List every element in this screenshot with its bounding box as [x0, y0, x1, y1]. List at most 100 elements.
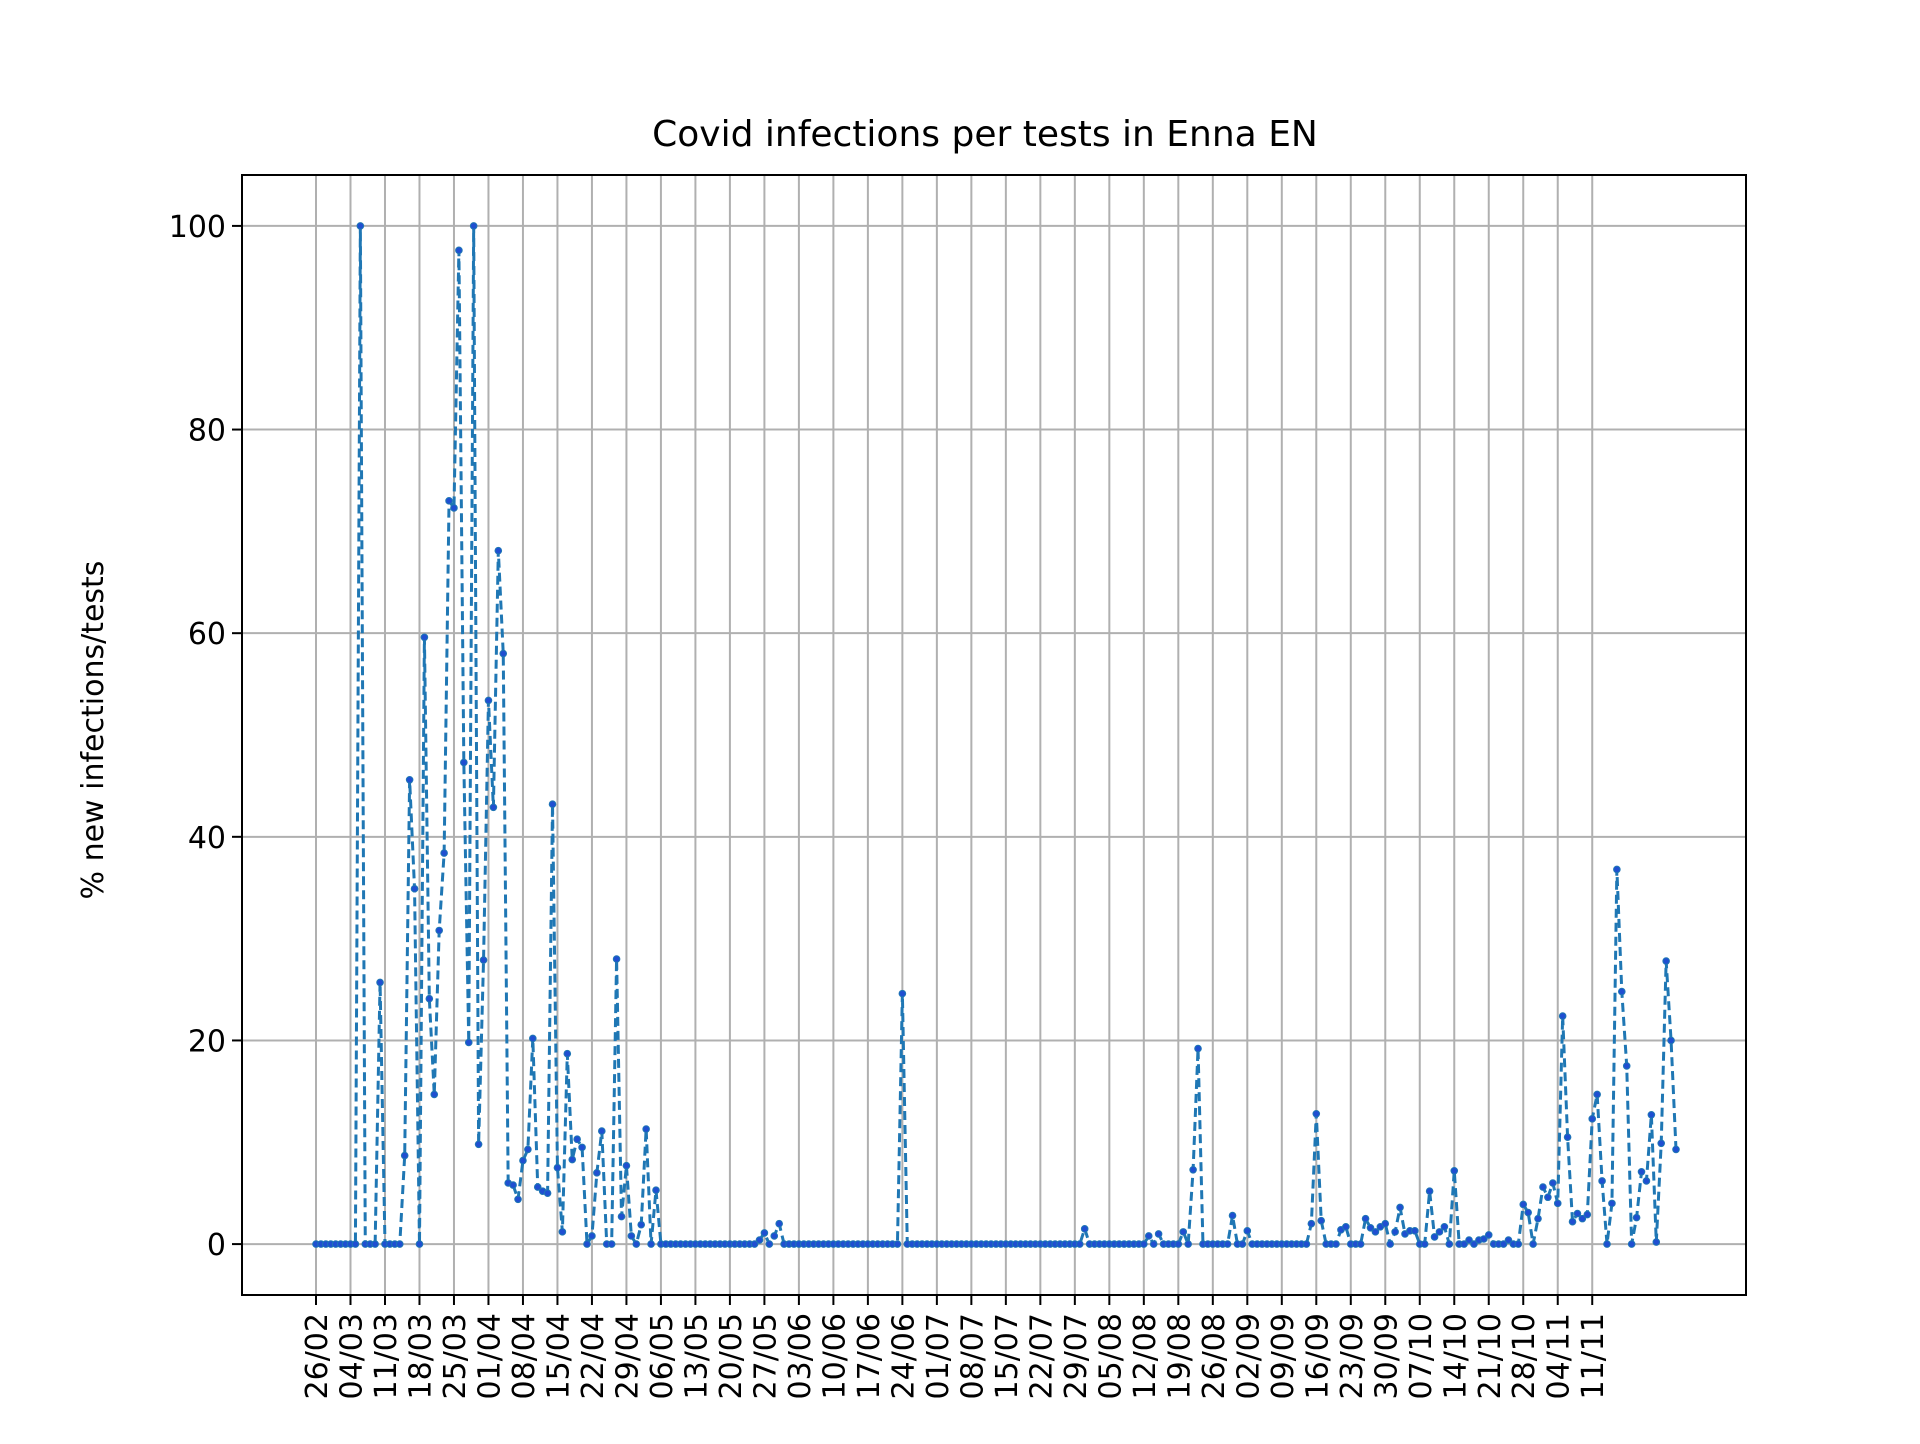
data-point: [533, 1183, 542, 1191]
y-tick-label: 20: [188, 1024, 226, 1059]
x-tick-label: 13/05: [679, 1313, 714, 1399]
data-point: [1563, 1133, 1572, 1141]
data-point: [1558, 1012, 1567, 1020]
data-point: [1627, 1240, 1636, 1248]
data-point: [1396, 1203, 1404, 1212]
data-point: [1553, 1199, 1562, 1208]
data-point: [1460, 1240, 1468, 1248]
data-point: [583, 1240, 591, 1248]
data-point: [509, 1181, 517, 1189]
x-tick-label: 27/05: [748, 1313, 783, 1399]
data-point: [1144, 1232, 1153, 1240]
data-point: [1302, 1240, 1311, 1248]
data-point: [1598, 1177, 1606, 1185]
data-point: [1672, 1145, 1680, 1154]
data-point: [1307, 1219, 1316, 1228]
x-tick-label: 23/09: [1335, 1313, 1370, 1399]
x-tick-label: 29/07: [1059, 1313, 1094, 1399]
data-point: [1140, 1240, 1148, 1248]
data-point: [1445, 1240, 1454, 1248]
data-point: [652, 1186, 660, 1194]
data-point: [356, 222, 365, 230]
data-point: [1450, 1166, 1459, 1175]
y-tick-label: 0: [207, 1228, 226, 1263]
data-point: [1637, 1168, 1646, 1176]
data-point: [1480, 1235, 1488, 1243]
data-point: [1514, 1240, 1523, 1248]
data-point: [351, 1240, 360, 1248]
x-tick-label: 24/06: [886, 1313, 921, 1399]
x-tick-label: 22/07: [1024, 1313, 1059, 1399]
data-point: [553, 1163, 562, 1172]
data-point: [494, 546, 503, 555]
chart-title: Covid infections per tests in Enna EN: [652, 114, 1318, 155]
data-point: [440, 849, 448, 857]
data-point: [1440, 1222, 1449, 1231]
data-point: [1075, 1240, 1084, 1248]
data-point: [479, 956, 488, 964]
data-point: [1568, 1217, 1577, 1226]
data-point: [371, 1240, 379, 1248]
data-point: [1593, 1090, 1601, 1099]
data-point: [1435, 1228, 1444, 1236]
data-point: [1484, 1231, 1493, 1239]
x-tick-label: 10/06: [817, 1313, 852, 1399]
data-point: [1608, 1199, 1616, 1208]
x-tick-label: 11/11: [1576, 1313, 1611, 1399]
y-tick-label: 40: [188, 821, 226, 856]
y-tick-label: 60: [188, 617, 226, 652]
data-point: [770, 1232, 779, 1240]
data-point: [750, 1240, 759, 1248]
data-point: [1539, 1183, 1547, 1191]
x-tick-label: 22/04: [576, 1313, 611, 1399]
plot-frame: [241, 174, 1747, 1296]
x-tick-label: 15/04: [541, 1313, 576, 1399]
data-point: [593, 1169, 601, 1177]
x-tick-label: 11/03: [369, 1313, 404, 1399]
x-tick-label: 20/05: [714, 1313, 749, 1399]
data-point: [622, 1161, 631, 1170]
data-point: [450, 504, 458, 512]
data-point: [597, 1127, 606, 1135]
data-point: [1499, 1240, 1508, 1248]
data-point: [1080, 1225, 1089, 1233]
data-point: [420, 633, 429, 642]
data-point: [632, 1240, 641, 1248]
data-point: [435, 926, 443, 935]
x-tick-label: 25/03: [438, 1313, 473, 1399]
data-point: [1342, 1222, 1350, 1231]
data-point: [760, 1229, 769, 1237]
data-point: [612, 955, 621, 963]
x-tick-label: 17/06: [852, 1313, 887, 1399]
data-point: [1534, 1214, 1542, 1223]
data-point: [543, 1189, 552, 1197]
data-point: [489, 803, 498, 812]
data-point: [1154, 1230, 1163, 1238]
x-tick-label: 01/04: [472, 1313, 507, 1399]
data-point: [1583, 1210, 1592, 1219]
x-tick-label: 09/09: [1266, 1313, 1301, 1399]
data-point: [1312, 1109, 1321, 1118]
data-point: [1179, 1228, 1188, 1236]
x-tick-label: 18/03: [403, 1313, 438, 1399]
data-point: [1613, 865, 1621, 874]
data-point: [1366, 1224, 1375, 1232]
data-point: [1411, 1227, 1419, 1235]
data-point: [765, 1240, 774, 1248]
data-point: [573, 1135, 581, 1144]
x-tick-label: 08/04: [507, 1313, 542, 1399]
data-point: [898, 989, 907, 998]
x-tick-label: 02/09: [1231, 1313, 1266, 1399]
data-point: [1524, 1208, 1532, 1217]
data-point: [1149, 1240, 1158, 1248]
data-point: [1430, 1233, 1439, 1241]
data-point: [1189, 1165, 1197, 1174]
x-tick-label: 14/10: [1438, 1313, 1473, 1399]
data-point: [1667, 1036, 1675, 1045]
data-point: [400, 1151, 409, 1160]
x-tick-label: 07/10: [1404, 1313, 1439, 1399]
data-point: [1578, 1214, 1587, 1223]
